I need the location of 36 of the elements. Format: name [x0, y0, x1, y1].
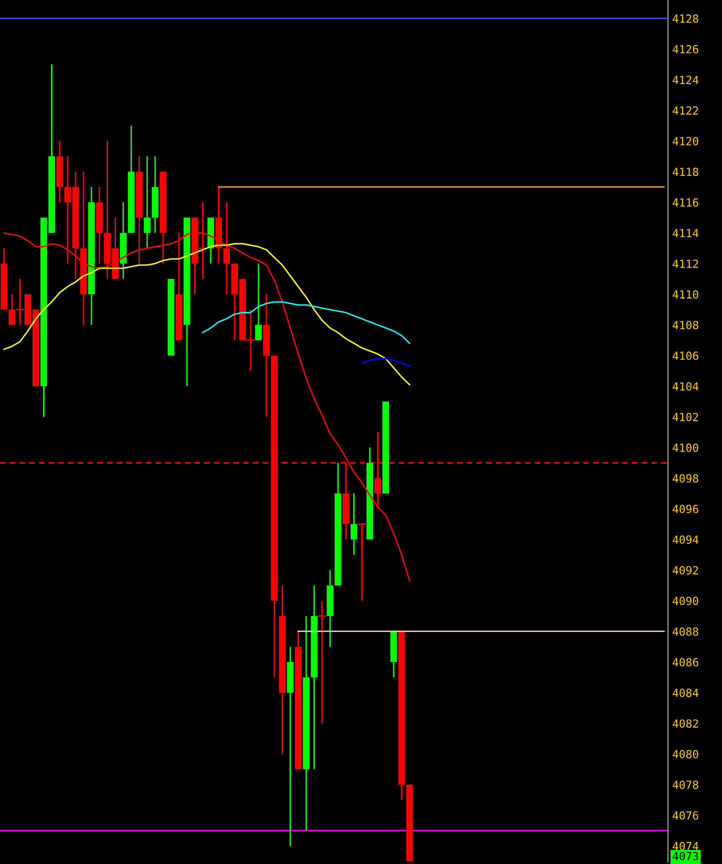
y-tick-label: 4086 [672, 658, 698, 666]
y-tick-label: 4102 [672, 412, 698, 422]
line-series [202, 301, 410, 344]
y-tick-label: 4104 [672, 382, 698, 391]
y-tick-label: 4092 [672, 566, 698, 574]
y-tick-label: 4120 [672, 136, 698, 146]
y-tick-label: 4080 [672, 750, 698, 758]
y-tick-label: 4084 [672, 688, 698, 698]
y-tick-label: 4106 [672, 352, 698, 360]
y-tick-label: 4082 [672, 719, 698, 728]
y-tick-label: 4126 [672, 45, 698, 54]
y-tick-label: 4088 [672, 627, 698, 636]
candlestick [144, 156, 150, 249]
y-tick-label: 4124 [672, 76, 698, 84]
y-tick-label: 4094 [672, 535, 698, 544]
y-tick-label: 4128 [672, 14, 698, 23]
y-tick-label: 4078 [672, 780, 698, 790]
y-tick-label: 4110 [672, 290, 698, 299]
candlestick [255, 262, 262, 341]
candlestick [350, 492, 358, 556]
y-tick-label: 4114 [672, 229, 698, 238]
y-tick-label: 4090 [672, 596, 698, 606]
candlestick [358, 523, 366, 602]
y-tick-label: 4100 [672, 443, 698, 452]
y-tick-label: 4108 [672, 320, 698, 330]
y-tick-label: 4112 [672, 260, 698, 268]
text: 4073 [672, 852, 698, 860]
y-tick-label: 4116 [672, 198, 698, 207]
y-tick-label: 4118 [672, 168, 698, 176]
y-tick-label: 4076 [672, 811, 698, 820]
y-tick-label: 4074 [672, 842, 698, 850]
y-tick-label: 4098 [672, 474, 698, 483]
line-series [3, 242, 410, 386]
y-tick-label: 4122 [672, 106, 698, 115]
line-series [361, 358, 410, 367]
y-tick-label: 4096 [672, 504, 698, 514]
